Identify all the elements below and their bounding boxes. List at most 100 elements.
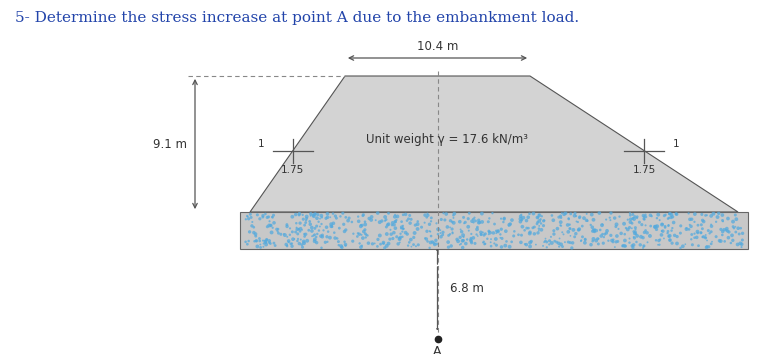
Point — [651, 223, 663, 229]
Point — [550, 239, 563, 245]
Point — [264, 223, 277, 228]
Point — [713, 211, 725, 216]
Point — [656, 228, 668, 234]
Point — [696, 226, 709, 232]
Point — [610, 239, 622, 245]
Point — [731, 242, 744, 247]
Point — [424, 245, 436, 251]
Point — [718, 227, 730, 233]
Point — [537, 218, 550, 224]
Point — [732, 225, 744, 231]
Point — [243, 216, 255, 222]
Point — [308, 225, 321, 231]
Point — [380, 231, 393, 237]
Point — [628, 242, 640, 248]
Point — [629, 229, 642, 235]
Point — [623, 240, 635, 245]
Point — [311, 215, 323, 221]
Point — [444, 218, 457, 224]
Point — [246, 219, 258, 225]
Point — [465, 240, 478, 246]
Point — [352, 218, 365, 224]
Point — [296, 227, 308, 233]
Point — [358, 229, 370, 234]
Point — [564, 233, 577, 239]
Point — [642, 239, 654, 245]
Point — [607, 239, 619, 245]
Point — [359, 222, 371, 227]
Point — [402, 243, 414, 249]
Point — [287, 236, 299, 242]
Point — [455, 229, 468, 235]
Point — [514, 216, 526, 222]
Point — [705, 223, 717, 229]
Point — [324, 235, 336, 240]
Point — [297, 212, 309, 218]
Point — [352, 214, 364, 219]
Point — [379, 214, 391, 220]
Point — [537, 243, 550, 249]
Point — [669, 233, 681, 238]
Point — [282, 238, 295, 244]
Point — [707, 211, 720, 217]
Point — [409, 222, 421, 228]
Point — [356, 232, 368, 238]
Point — [442, 233, 455, 238]
Point — [683, 222, 696, 228]
Point — [454, 234, 466, 240]
Point — [299, 220, 312, 225]
Point — [458, 234, 470, 240]
Point — [585, 242, 598, 247]
Point — [301, 238, 313, 244]
Point — [448, 215, 460, 221]
Point — [424, 240, 437, 245]
Point — [383, 241, 395, 246]
Point — [666, 212, 678, 217]
Point — [263, 240, 275, 245]
Point — [371, 244, 383, 249]
Point — [272, 226, 284, 232]
Point — [359, 219, 371, 224]
Point — [696, 234, 709, 240]
Point — [588, 229, 601, 235]
Point — [717, 218, 729, 224]
Point — [639, 228, 652, 233]
Point — [397, 225, 410, 231]
Point — [308, 236, 321, 242]
Point — [298, 234, 311, 239]
Point — [703, 230, 716, 236]
Point — [611, 239, 624, 244]
Text: 1: 1 — [258, 139, 264, 149]
Point — [670, 211, 683, 217]
Point — [377, 241, 390, 246]
Point — [408, 230, 421, 236]
Point — [327, 221, 339, 226]
Point — [246, 223, 258, 229]
Point — [516, 224, 529, 229]
Point — [711, 214, 724, 220]
Point — [419, 235, 431, 241]
Point — [543, 241, 556, 247]
Point — [606, 238, 618, 243]
Point — [690, 235, 703, 240]
Point — [264, 241, 277, 246]
Point — [727, 238, 739, 243]
Point — [266, 214, 278, 220]
Point — [523, 211, 536, 217]
Point — [623, 236, 635, 241]
Point — [295, 237, 307, 242]
Point — [454, 242, 466, 247]
Point — [424, 222, 436, 227]
Point — [665, 215, 677, 220]
Point — [688, 235, 700, 240]
Point — [397, 226, 410, 232]
Point — [421, 211, 434, 217]
Point — [489, 241, 501, 246]
Point — [662, 223, 675, 229]
Point — [683, 227, 695, 232]
Point — [500, 239, 512, 244]
Point — [332, 242, 345, 248]
Point — [638, 243, 650, 249]
Point — [524, 244, 536, 249]
Point — [293, 212, 305, 218]
